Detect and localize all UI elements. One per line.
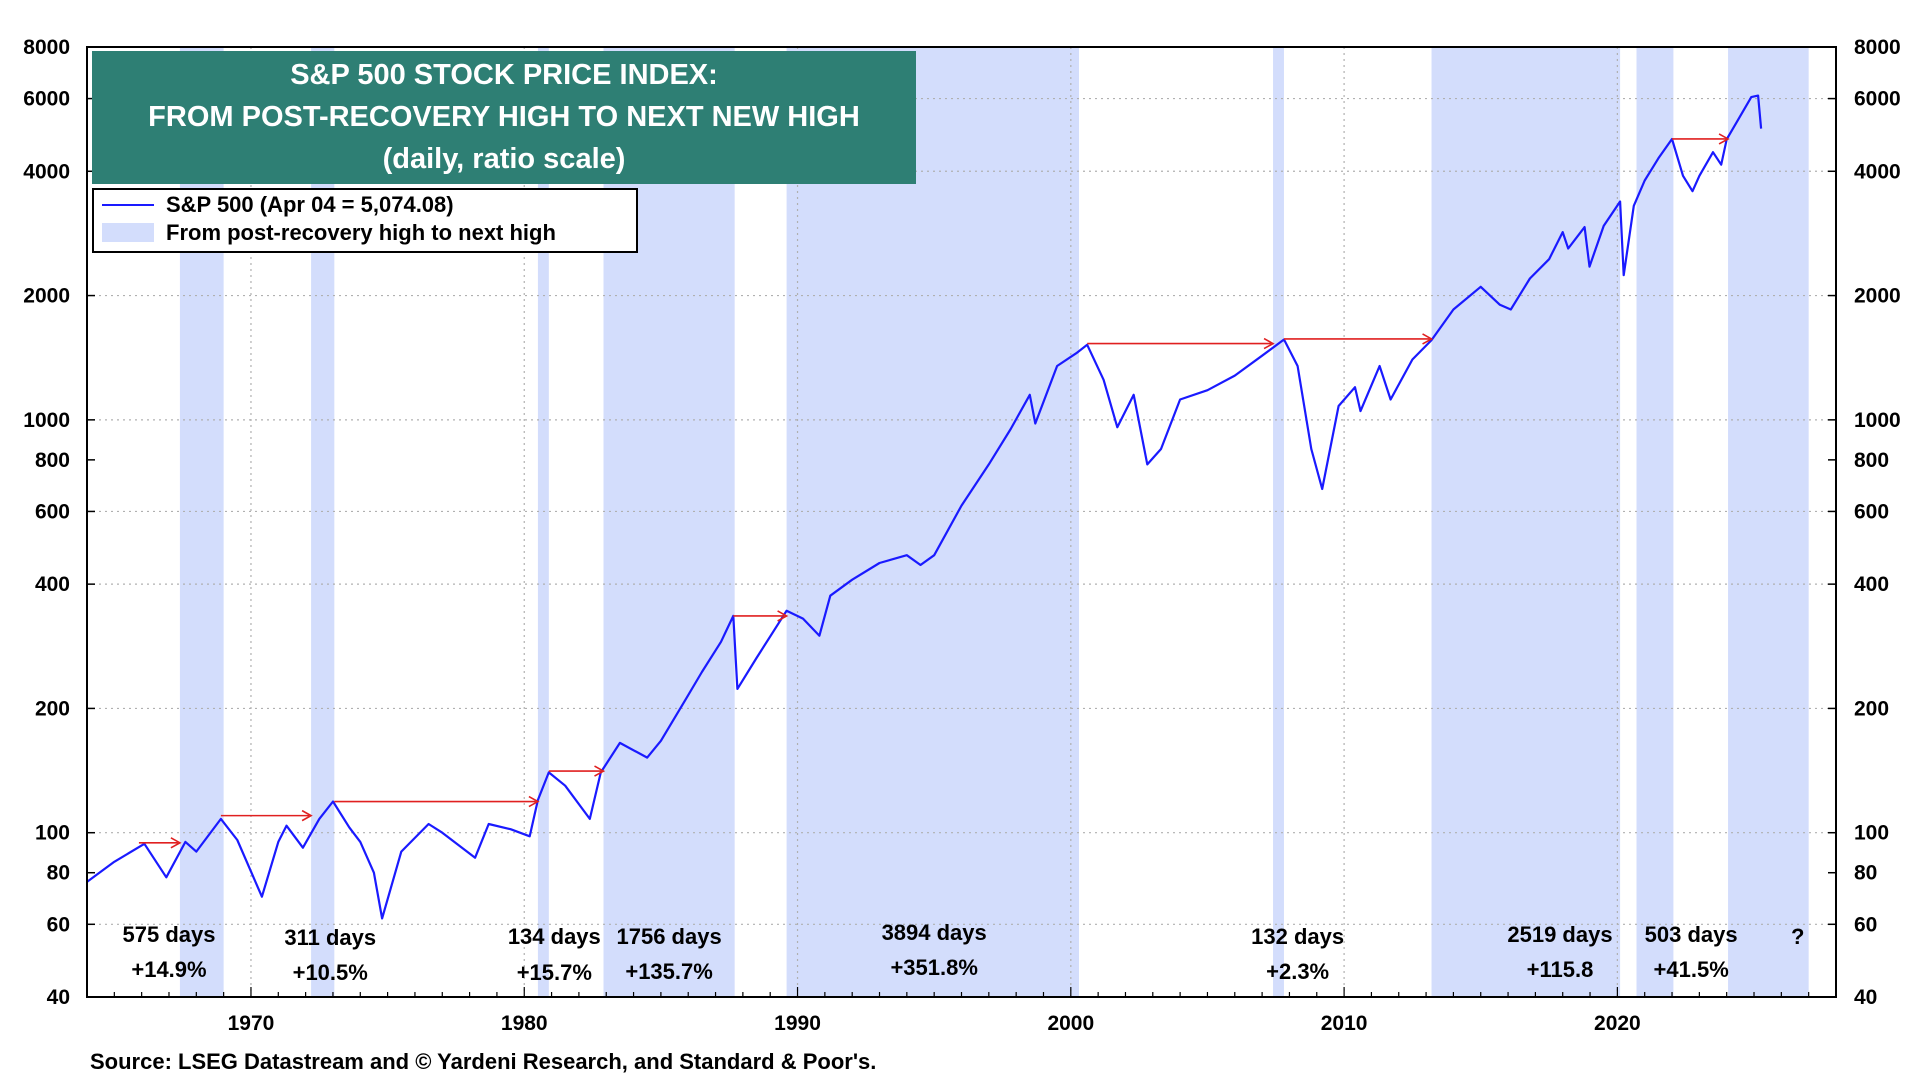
y-tick-label-left: 800 <box>35 449 70 472</box>
series-line-sp500 <box>86 94 1763 920</box>
x-tick-label: 2010 <box>1321 1012 1368 1035</box>
annotation-gain: +41.5% <box>1654 957 1729 982</box>
annotation-gain: +2.3% <box>1266 959 1329 984</box>
legend: S&P 500 (Apr 04 = 5,074.08) From post-re… <box>92 188 638 253</box>
annotation-gain: +115.8 <box>1527 957 1594 982</box>
y-tick-label-left: 4000 <box>23 160 70 183</box>
y-tick-label-right: 80 <box>1854 862 1877 885</box>
shaded-band <box>311 47 335 997</box>
title-line-2: FROM POST-RECOVERY HIGH TO NEXT NEW HIGH <box>148 101 860 133</box>
annotation-days: 2519 days <box>1507 922 1612 947</box>
y-tick-label-left: 100 <box>35 822 70 845</box>
recovery-arrow <box>733 610 789 622</box>
shaded-band <box>1431 47 1621 997</box>
title-box: S&P 500 STOCK PRICE INDEX: FROM POST-REC… <box>92 51 916 184</box>
annotation-gain: +10.5% <box>293 960 368 985</box>
arrow-head <box>1718 133 1730 145</box>
annotation-gain: +351.8% <box>890 955 977 980</box>
arrow-head <box>1422 333 1434 345</box>
recovery-arrow <box>1283 333 1434 345</box>
annotation-days: 311 days <box>284 925 376 950</box>
x-tick-label: 2000 <box>1047 1012 1094 1035</box>
recovery-arrow <box>334 795 540 808</box>
source-note: Source: LSEG Datastream and © Yardeni Re… <box>90 1049 876 1074</box>
y-tick-label-right: 400 <box>1854 573 1889 596</box>
series-layer <box>86 94 1763 920</box>
recovery-arrow <box>1087 337 1275 350</box>
arrow-head <box>170 837 182 849</box>
annotation-days: ? <box>1791 924 1804 949</box>
y-tick-label-right: 600 <box>1854 500 1889 523</box>
annotation-gain: +15.7% <box>517 960 592 985</box>
legend-band-swatch <box>102 223 154 242</box>
y-tick-label-left: 400 <box>35 573 70 596</box>
shaded-band <box>1636 47 1674 997</box>
annotation-days: 575 days <box>123 922 216 947</box>
y-tick-label-right: 100 <box>1854 822 1889 845</box>
recovery-arrow <box>1672 133 1730 145</box>
arrow-head <box>1263 337 1275 350</box>
y-tick-label-left: 6000 <box>23 88 70 111</box>
shaded-band <box>537 47 549 997</box>
annotations-layer: 575 days +14.9% 311 days +10.5% 134 days +15.… <box>123 920 1805 985</box>
recovery-arrow <box>220 809 313 822</box>
y-tick-label-right: 800 <box>1854 449 1889 472</box>
y-tick-label-left: 2000 <box>23 285 70 308</box>
annotation-gain: +14.9% <box>131 957 206 982</box>
y-tick-label-right: 6000 <box>1854 88 1901 111</box>
shaded-band <box>1273 47 1284 997</box>
y-tick-label-left: 200 <box>35 697 70 720</box>
y-tick-label-left: 40 <box>47 986 70 1009</box>
title-background <box>92 51 916 184</box>
title-line-1: S&P 500 STOCK PRICE INDEX: <box>290 59 718 91</box>
arrows-layer <box>138 133 1730 849</box>
recovery-arrow <box>138 837 182 849</box>
legend-label-shaded: From post-recovery high to next high <box>166 220 556 245</box>
shaded-band <box>1728 47 1809 997</box>
legend-box <box>92 188 638 253</box>
title-line-3: (daily, ratio scale) <box>383 143 626 175</box>
annotation-days: 3894 days <box>882 920 987 945</box>
y-tick-label-left: 80 <box>47 862 70 885</box>
arrow-head <box>301 809 313 822</box>
y-tick-label-right: 2000 <box>1854 285 1901 308</box>
y-tick-label-right: 4000 <box>1854 160 1901 183</box>
gridlines <box>87 47 1836 997</box>
y-tick-label-left: 600 <box>35 500 70 523</box>
legend-label-sp500: S&P 500 (Apr 04 = 5,074.08) <box>166 192 454 217</box>
arrow-head <box>777 610 789 622</box>
annotation-days: 503 days <box>1645 922 1738 947</box>
y-tick-label-right: 8000 <box>1854 36 1901 59</box>
y-tick-label-right: 1000 <box>1854 409 1901 432</box>
arrow-head <box>594 765 606 777</box>
y-tick-label-left: 8000 <box>23 36 70 59</box>
x-tick-label: 1980 <box>501 1012 548 1035</box>
x-tick-label: 1990 <box>774 1012 821 1035</box>
x-tick-label: 1970 <box>228 1012 275 1035</box>
annotation-gain: +135.7% <box>625 959 712 984</box>
annotation-days: 132 days <box>1251 924 1344 949</box>
axes-layer: 40 40 60 60 80 80 100 100 200 200 400 400 600 600 800 8… <box>23 36 1900 1035</box>
arrow-head <box>528 795 540 808</box>
y-tick-label-left: 1000 <box>23 409 70 432</box>
shaded-band <box>786 47 1080 997</box>
annotation-days: 134 days <box>508 924 601 949</box>
y-tick-label-right: 200 <box>1854 697 1889 720</box>
y-tick-label-right: 40 <box>1854 986 1877 1009</box>
recovery-arrow <box>548 765 606 777</box>
x-tick-label: 2020 <box>1594 1012 1641 1035</box>
y-tick-label-right: 60 <box>1854 913 1877 936</box>
annotation-days: 1756 days <box>616 924 721 949</box>
y-tick-label-left: 60 <box>47 913 70 936</box>
